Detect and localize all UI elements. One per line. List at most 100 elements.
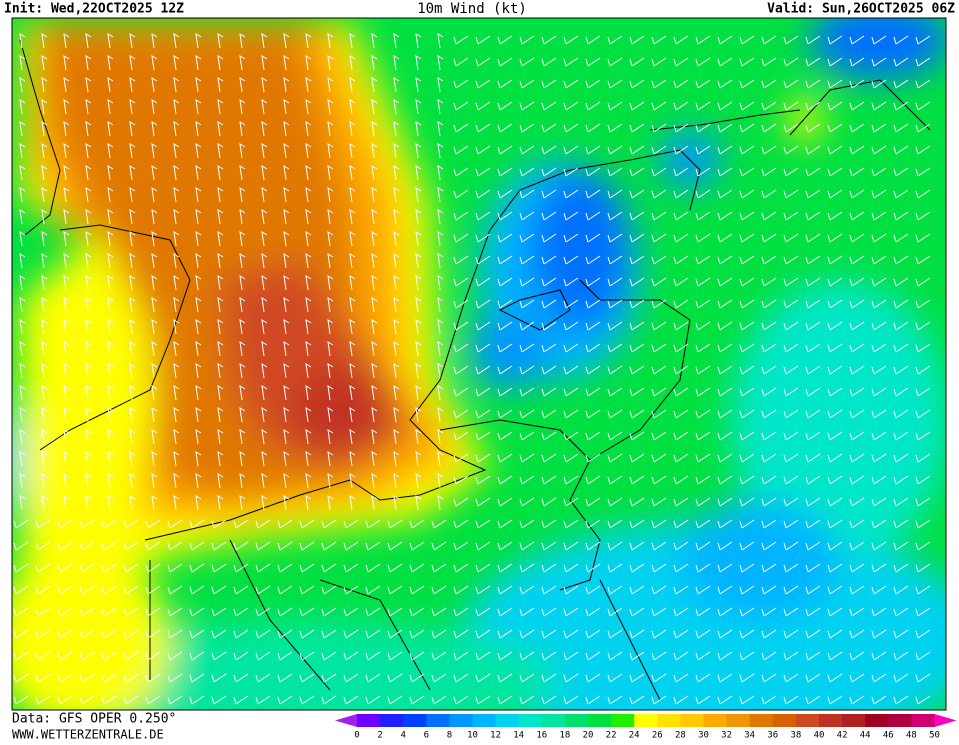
wind-barb [453, 651, 469, 661]
wind-barb [673, 431, 689, 441]
wind-barb [371, 451, 378, 467]
wind-barb [255, 541, 271, 551]
wind-barb [415, 407, 422, 423]
wind-barb [41, 143, 48, 159]
wind-barb [57, 519, 73, 529]
wind-barb [431, 651, 447, 661]
wind-barb [283, 77, 290, 93]
wind-barb [673, 695, 689, 705]
wind-barb [497, 431, 513, 441]
colorbar-label: 2 [377, 731, 382, 741]
wind-barb [827, 299, 843, 309]
wind-barb [827, 387, 843, 397]
wind-barb [453, 321, 469, 331]
wind-barb [871, 79, 887, 89]
wind-barb [349, 55, 356, 71]
wind-barb [437, 187, 444, 203]
wind-barb [629, 629, 645, 639]
wind-barb [497, 101, 513, 111]
wind-barb [893, 431, 909, 441]
wind-barb [415, 77, 422, 93]
wind-barb [673, 299, 689, 309]
wind-barb [849, 629, 865, 639]
wind-barb [277, 519, 293, 529]
wind-barb [19, 209, 26, 225]
wind-barb [167, 651, 183, 661]
wind-barb [217, 33, 224, 49]
wind-barb [717, 189, 733, 199]
wind-barb [393, 55, 400, 71]
wind-barb [739, 211, 755, 221]
wind-barb [107, 319, 114, 335]
wind-barb [849, 233, 865, 243]
wind-barb [57, 563, 73, 573]
wind-barb [563, 299, 579, 309]
wind-barb [651, 343, 667, 353]
wind-barb [717, 321, 733, 331]
wind-barb [217, 275, 224, 291]
wind-barb [893, 189, 909, 199]
wind-barb [195, 407, 202, 423]
wind-barb [849, 519, 865, 529]
wind-barb [761, 365, 777, 375]
wind-barb [783, 211, 799, 221]
wind-barb [63, 231, 70, 247]
colorbar-label: 18 [559, 731, 570, 741]
wind-barb [305, 121, 312, 137]
wind-barb [35, 629, 51, 639]
wind-barb [739, 57, 755, 67]
wind-barb [475, 57, 491, 67]
wind-barb [651, 651, 667, 661]
wind-barb [409, 585, 425, 595]
wind-barb [695, 409, 711, 419]
colorbar-label: 30 [698, 731, 709, 741]
wind-barb [497, 607, 513, 617]
wind-barb [349, 165, 356, 181]
wind-barb [739, 607, 755, 617]
colorbar-label: 8 [447, 731, 452, 741]
wind-barb [57, 607, 73, 617]
wind-barb [387, 695, 403, 705]
wind-barb [563, 497, 579, 507]
wind-barb [453, 475, 469, 485]
wind-barb [739, 387, 755, 397]
wind-barb [827, 519, 843, 529]
wind-barb [239, 451, 246, 467]
wind-barb [651, 541, 667, 551]
wind-barb [19, 341, 26, 357]
valid-time: Valid: Sun,26OCT2025 06Z [767, 2, 955, 17]
wind-barb [173, 55, 180, 71]
wind-barb [629, 607, 645, 617]
wind-barb [85, 209, 92, 225]
colorbar-segment [472, 714, 497, 727]
wind-barb [519, 79, 535, 89]
wind-barb [195, 33, 202, 49]
wind-barb [437, 429, 444, 445]
wind-barb [805, 585, 821, 595]
wind-barb [563, 629, 579, 639]
wind-barb [255, 563, 271, 573]
wind-barb [283, 121, 290, 137]
wind-barb [871, 365, 887, 375]
wind-barb [255, 629, 271, 639]
wind-barb [35, 541, 51, 551]
wind-barb [129, 55, 136, 71]
wind-barb [695, 211, 711, 221]
wind-barb [101, 651, 117, 661]
wind-barb [101, 607, 117, 617]
wind-barb [321, 695, 337, 705]
wind-barb [739, 585, 755, 595]
wind-barb [607, 475, 623, 485]
wind-barb [519, 277, 535, 287]
wind-barb [475, 101, 491, 111]
wind-barb [283, 385, 290, 401]
wind-barb [211, 695, 227, 705]
wind-barb [541, 299, 557, 309]
wind-barb [123, 695, 139, 705]
wind-barb [563, 101, 579, 111]
wind-barb [173, 385, 180, 401]
wind-barb [673, 343, 689, 353]
wind-barb [893, 673, 909, 683]
wind-barb [13, 651, 29, 661]
wind-barb [849, 79, 865, 89]
